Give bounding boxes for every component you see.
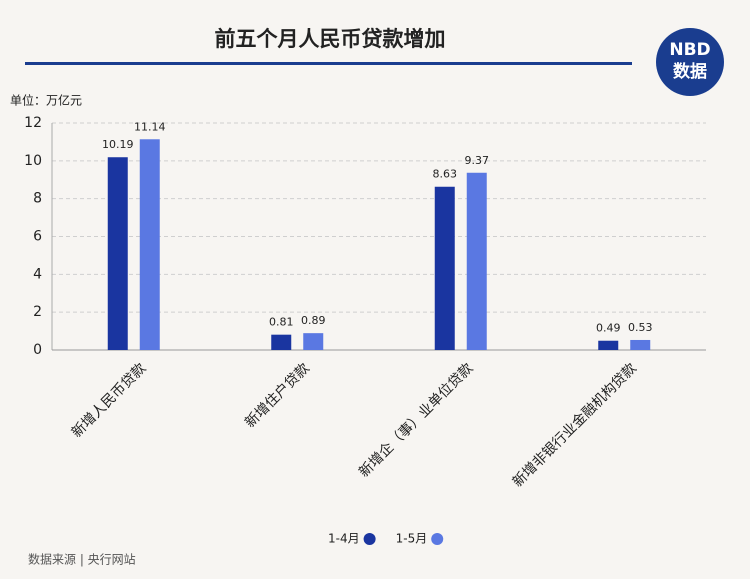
bar	[630, 339, 651, 350]
value-label: 10.19	[102, 138, 134, 151]
value-label: 0.89	[301, 314, 326, 327]
source: 数据来源 | 央行网站	[28, 552, 136, 567]
value-label: 0.81	[269, 316, 294, 329]
chart-title: 前五个月人民币贷款增加	[215, 27, 446, 51]
bar	[466, 172, 487, 350]
y-tick-label: 8	[33, 191, 42, 207]
value-label: 11.14	[134, 120, 166, 133]
y-tick-label: 4	[33, 266, 42, 282]
legend-label[interactable]: 1-4月	[328, 532, 360, 546]
y-tick-label: 2	[33, 304, 42, 320]
bar	[303, 333, 324, 350]
y-tick-label: 12	[24, 115, 42, 131]
title-rule	[25, 62, 632, 65]
unit-label: 单位：万亿元	[10, 93, 82, 108]
logo-text: 数据	[673, 61, 707, 82]
value-label: 8.63	[433, 168, 458, 181]
legend-label[interactable]: 1-5月	[396, 532, 428, 546]
value-label: 0.53	[628, 321, 653, 334]
bar	[434, 186, 455, 350]
legend-marker[interactable]	[431, 533, 444, 545]
bar	[139, 139, 160, 350]
legend-marker[interactable]	[363, 533, 376, 545]
value-label: 9.37	[465, 154, 490, 167]
bar	[271, 334, 292, 350]
bar	[598, 340, 619, 350]
logo-text: NBD	[669, 40, 710, 60]
value-label: 0.49	[596, 322, 621, 335]
y-tick-label: 6	[33, 229, 42, 245]
bar	[107, 157, 128, 350]
logo	[656, 28, 724, 96]
y-tick-label: 10	[24, 153, 42, 169]
y-tick-label: 0	[33, 342, 42, 358]
